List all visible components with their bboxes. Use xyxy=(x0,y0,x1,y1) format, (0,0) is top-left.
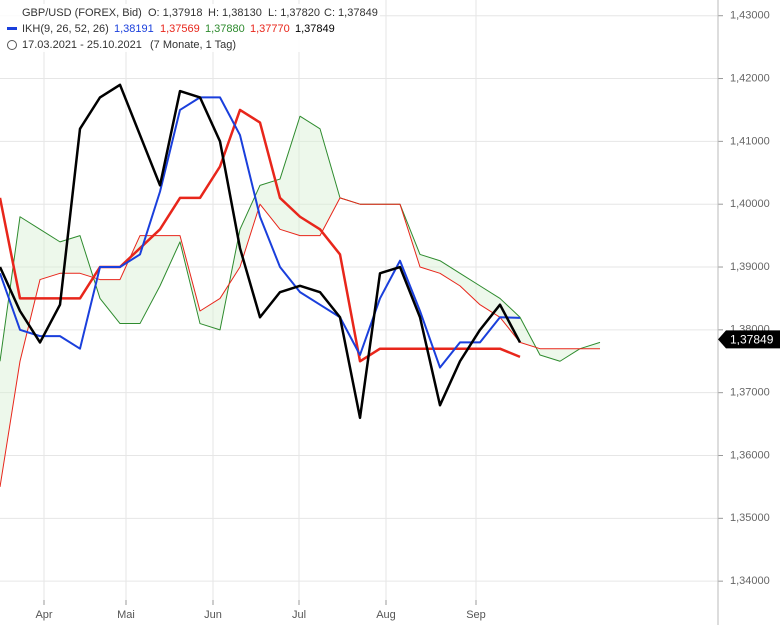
x-tick-label: Aug xyxy=(376,609,396,621)
y-tick-label: 1,39000 xyxy=(730,261,770,273)
price-tag xyxy=(718,330,780,349)
series-line xyxy=(0,197,600,487)
x-tick-label: Sep xyxy=(466,609,486,621)
series-line xyxy=(0,83,522,420)
legend: GBP/USD (FOREX, Bid) O: 1,37918 H: 1,381… xyxy=(0,4,380,52)
duration: (7 Monate, 1 Tag) xyxy=(150,39,236,51)
y-tick-label: 1,34000 xyxy=(730,575,770,587)
indicator-value: 1,37880 xyxy=(205,23,245,35)
ichimoku-cloud xyxy=(0,116,600,487)
x-tick-label: Mai xyxy=(117,609,135,621)
indicator-value: 1,38191 xyxy=(114,23,154,35)
series-line xyxy=(0,96,521,369)
y-tick-label: 1,41000 xyxy=(730,135,770,147)
indicator-value: 1,37849 xyxy=(295,23,335,35)
y-tick-label: 1,42000 xyxy=(730,72,770,84)
y-tick-label: 1,37000 xyxy=(730,387,770,399)
clock-icon xyxy=(7,40,17,50)
instrument: GBP/USD (FOREX, Bid) xyxy=(22,7,142,19)
series-line xyxy=(0,115,601,362)
indicator-value: 1,37770 xyxy=(250,23,290,35)
indicator-value: 1,37569 xyxy=(160,23,200,35)
y-tick-label: 1,36000 xyxy=(730,449,770,461)
price-tag-label: 1,37849 xyxy=(730,333,774,347)
open: O: 1,37918 xyxy=(148,7,202,19)
x-tick-label: Apr xyxy=(35,609,52,621)
close: C: 1,37849 xyxy=(324,7,378,19)
period: 17.03.2021 - 25.10.2021 xyxy=(22,39,142,51)
y-tick-label: 1,43000 xyxy=(730,10,770,22)
y-tick-label: 1,40000 xyxy=(730,198,770,210)
high: H: 1,38130 xyxy=(208,7,262,19)
x-tick-label: Jun xyxy=(204,609,222,621)
indicator-icon xyxy=(7,27,17,30)
indicator: IKH(9, 26, 52, 26) xyxy=(22,23,109,35)
low: L: 1,37820 xyxy=(268,7,320,19)
y-tick-label: 1,35000 xyxy=(730,512,770,524)
legend-bg xyxy=(0,4,380,52)
x-tick-label: Jul xyxy=(292,609,306,621)
